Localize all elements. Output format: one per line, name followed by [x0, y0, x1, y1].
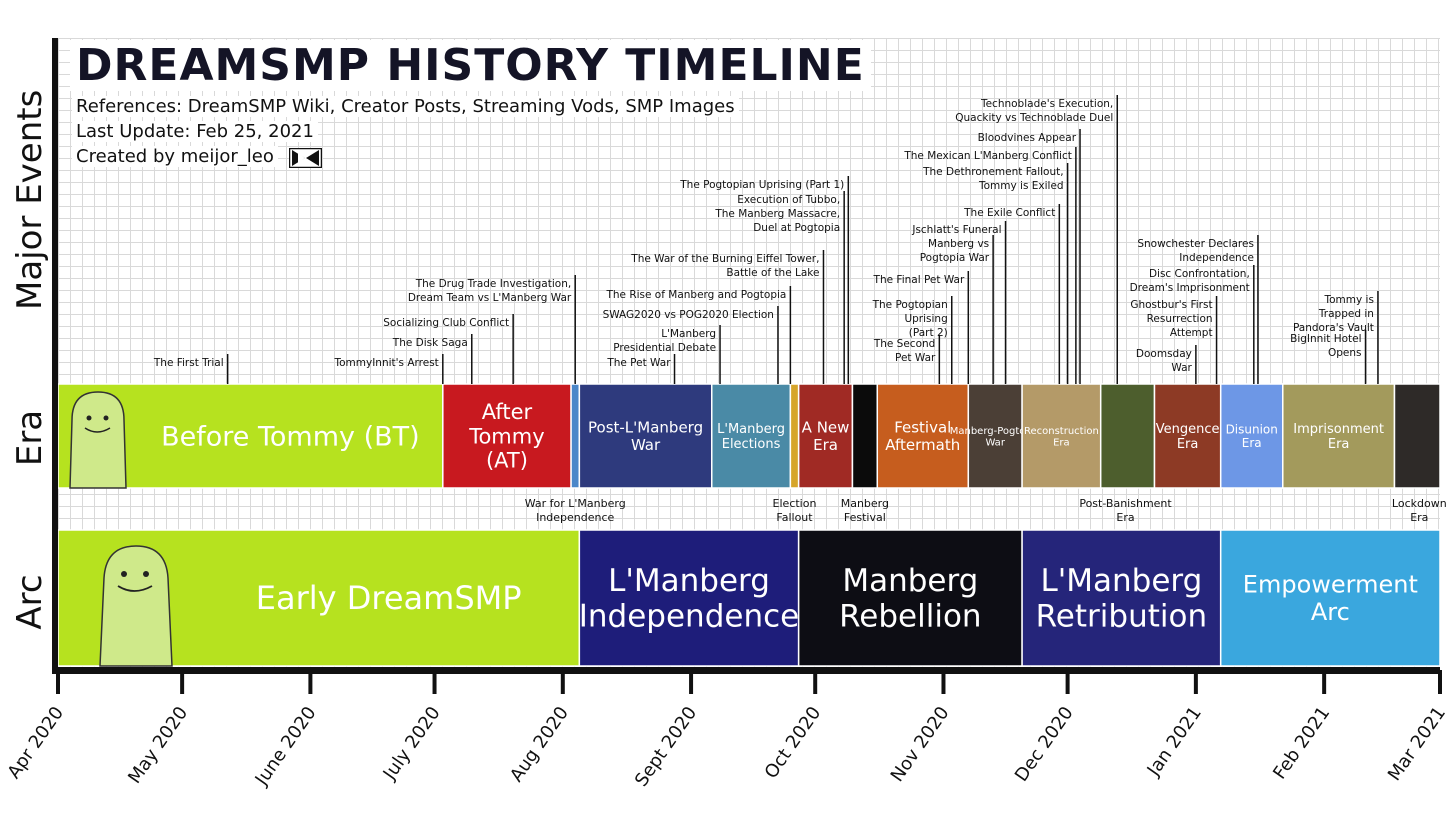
major-events-row: The First Trial TommyInnit's Arrest The Di… — [153, 95, 1379, 384]
era-label-6: A New Era — [802, 419, 850, 454]
dream-character-icon — [99, 545, 173, 667]
event-label-19: The Mexican L'Manberg Conflict — [903, 150, 1072, 162]
x-axis-ticks: Apr 2020 May 2020 June 2020 July 2020 Aug 20… — [3, 670, 1450, 791]
era-block-5 — [789, 383, 800, 489]
event-label-25: Snowchester Declares Independence — [1137, 238, 1254, 264]
event-label-13: The Pogtopian Uprising (Part 2) — [872, 299, 948, 339]
x-tick-label-7: Nov 2020 — [887, 703, 954, 786]
event-label-18: The Dethronement Fallout, Tommy is Exiled — [922, 166, 1063, 192]
event-label-2: The Disk Saga — [392, 337, 468, 349]
event-label-15: Manberg vs Pogtopia War — [920, 238, 990, 264]
event-label-8: The Rise of Manberg and Pogtopia — [605, 289, 786, 301]
event-label-20: Bloodvines Appear — [978, 132, 1077, 144]
event-label-12: The Second Pet War — [873, 338, 936, 364]
era-label-4: L'Manberg Elections — [717, 422, 785, 452]
era-block-6 — [797, 383, 854, 489]
era-label-8: Festival Aftermath — [885, 419, 960, 454]
arc-label-4: Empowerment Arc — [1243, 571, 1418, 627]
era-note-3: Post-Banishment Era — [1079, 497, 1172, 524]
era-block-2 — [570, 383, 581, 489]
event-label-17: The Exile Conflict — [963, 207, 1055, 219]
era-notes-row: War for L'Manberg Independence Election Fal… — [525, 497, 1447, 524]
event-label-0: The First Trial — [153, 357, 224, 369]
arc-block-4 — [1219, 529, 1441, 667]
era-block-11 — [1099, 383, 1156, 489]
event-label-9: The War of the Burning Eiffel Tower, Batt… — [630, 253, 819, 279]
created-by-text: Created by meijor_leo — [72, 146, 278, 167]
last-update-text: Last Update: Feb 25, 2021 — [72, 121, 318, 142]
era-block-14 — [1282, 383, 1396, 489]
era-block-7 — [851, 383, 879, 489]
era-label-0: Before Tommy (BT) — [161, 421, 420, 452]
era-label-1: After Tommy (AT) — [468, 400, 544, 472]
event-label-11: The Pogtopian Uprising (Part 1) — [679, 179, 844, 191]
event-label-26: BigInnit Hotel Opens — [1290, 333, 1361, 359]
era-label-14: Imprisonment Era — [1293, 422, 1384, 452]
era-block-12 — [1153, 383, 1222, 489]
era-block-9 — [967, 383, 1023, 489]
x-tick-label-2: June 2020 — [251, 703, 321, 790]
event-label-6: L'Manberg Presidential Debate — [613, 328, 716, 354]
x-tick-label-5: Sept 2020 — [631, 703, 701, 791]
x-tick-label-0: Apr 2020 — [3, 703, 68, 783]
x-tick-label-3: July 2020 — [379, 703, 445, 785]
era-block-13 — [1219, 383, 1284, 489]
era-row: Before Tommy (BT) After Tommy (AT) Post-L'Ma… — [57, 383, 1441, 489]
event-label-27: Tommy is Trapped in Pandora's Vault — [1293, 294, 1374, 334]
x-tick-label-1: May 2020 — [124, 703, 192, 788]
creator-logo-icon — [289, 148, 322, 168]
arc-label-2: Manberg Rebellion — [839, 563, 981, 635]
arc-label-3: L'Manberg Retribution — [1036, 563, 1207, 635]
event-label-21: Technoblade's Execution, Quackity vs Tech… — [955, 98, 1113, 124]
event-label-16: Jschlatt's Funeral — [911, 224, 1001, 236]
event-label-24: Disc Confrontation, Dream's Imprisonment — [1130, 268, 1250, 294]
event-label-4: The Drug Trade Investigation, Dream Team … — [408, 278, 572, 304]
event-label-5: The Pet War — [606, 357, 671, 369]
era-block-3 — [578, 383, 713, 489]
x-tick-label-4: Aug 2020 — [506, 703, 573, 786]
era-note-2: Manberg Festival — [841, 497, 889, 524]
references-text: References: DreamSMP Wiki, Creator Posts… — [72, 96, 739, 117]
era-label-13: Disunion Era — [1226, 422, 1278, 450]
era-label-10: Reconstruction Era — [1024, 426, 1099, 449]
page-title: DREAMSMP HISTORY TIMELINE — [70, 40, 871, 91]
event-label-22: Doomsday War — [1136, 348, 1193, 374]
era-label-9: Manberg-Pogtopia War — [950, 426, 1041, 449]
arc-block-1 — [578, 529, 800, 667]
era-label-3: Post-L'Manberg War — [588, 419, 703, 454]
arc-label-1: L'Manberg Independence — [579, 563, 799, 635]
x-tick-label-8: Dec 2020 — [1011, 703, 1078, 786]
dream-character-icon — [69, 391, 127, 489]
x-tick-label-6: Oct 2020 — [761, 703, 826, 783]
event-label-7: SWAG2020 vs POG2020 Election — [603, 309, 774, 321]
arc-block-3 — [1021, 529, 1222, 667]
era-block-10 — [1021, 383, 1102, 489]
era-block-15 — [1393, 383, 1441, 489]
x-axis-line — [52, 667, 1440, 674]
era-block-1 — [442, 383, 572, 489]
event-label-14: The Final Pet War — [873, 274, 965, 286]
y-axis-line — [52, 38, 58, 674]
era-note-0: War for L'Manberg Independence — [525, 497, 626, 524]
era-note-1: Election Fallout — [773, 497, 817, 524]
event-label-10: Execution of Tubbo, The Manberg Massacre,… — [714, 194, 840, 234]
era-note-4: Lockdown Era — [1392, 497, 1447, 524]
era-block-8 — [876, 383, 970, 489]
arc-label-0: Early DreamSMP — [256, 579, 522, 617]
arc-block-2 — [797, 529, 1023, 667]
x-tick-label-9: Jan 2021 — [1143, 703, 1206, 781]
event-label-23: Ghostbur's First Resurrection Attempt — [1130, 299, 1212, 339]
era-label-12: Vengence Era — [1156, 422, 1220, 452]
event-label-3: Socializing Club Conflict — [383, 317, 509, 329]
x-tick-label-11: Mar 2021 — [1384, 703, 1450, 785]
era-block-4 — [711, 383, 792, 489]
event-label-1: TommyInnit's Arrest — [333, 357, 438, 369]
arc-row: Early DreamSMP L'Manberg Independence Manbe… — [57, 529, 1441, 667]
x-tick-label-10: Feb 2021 — [1269, 703, 1334, 783]
